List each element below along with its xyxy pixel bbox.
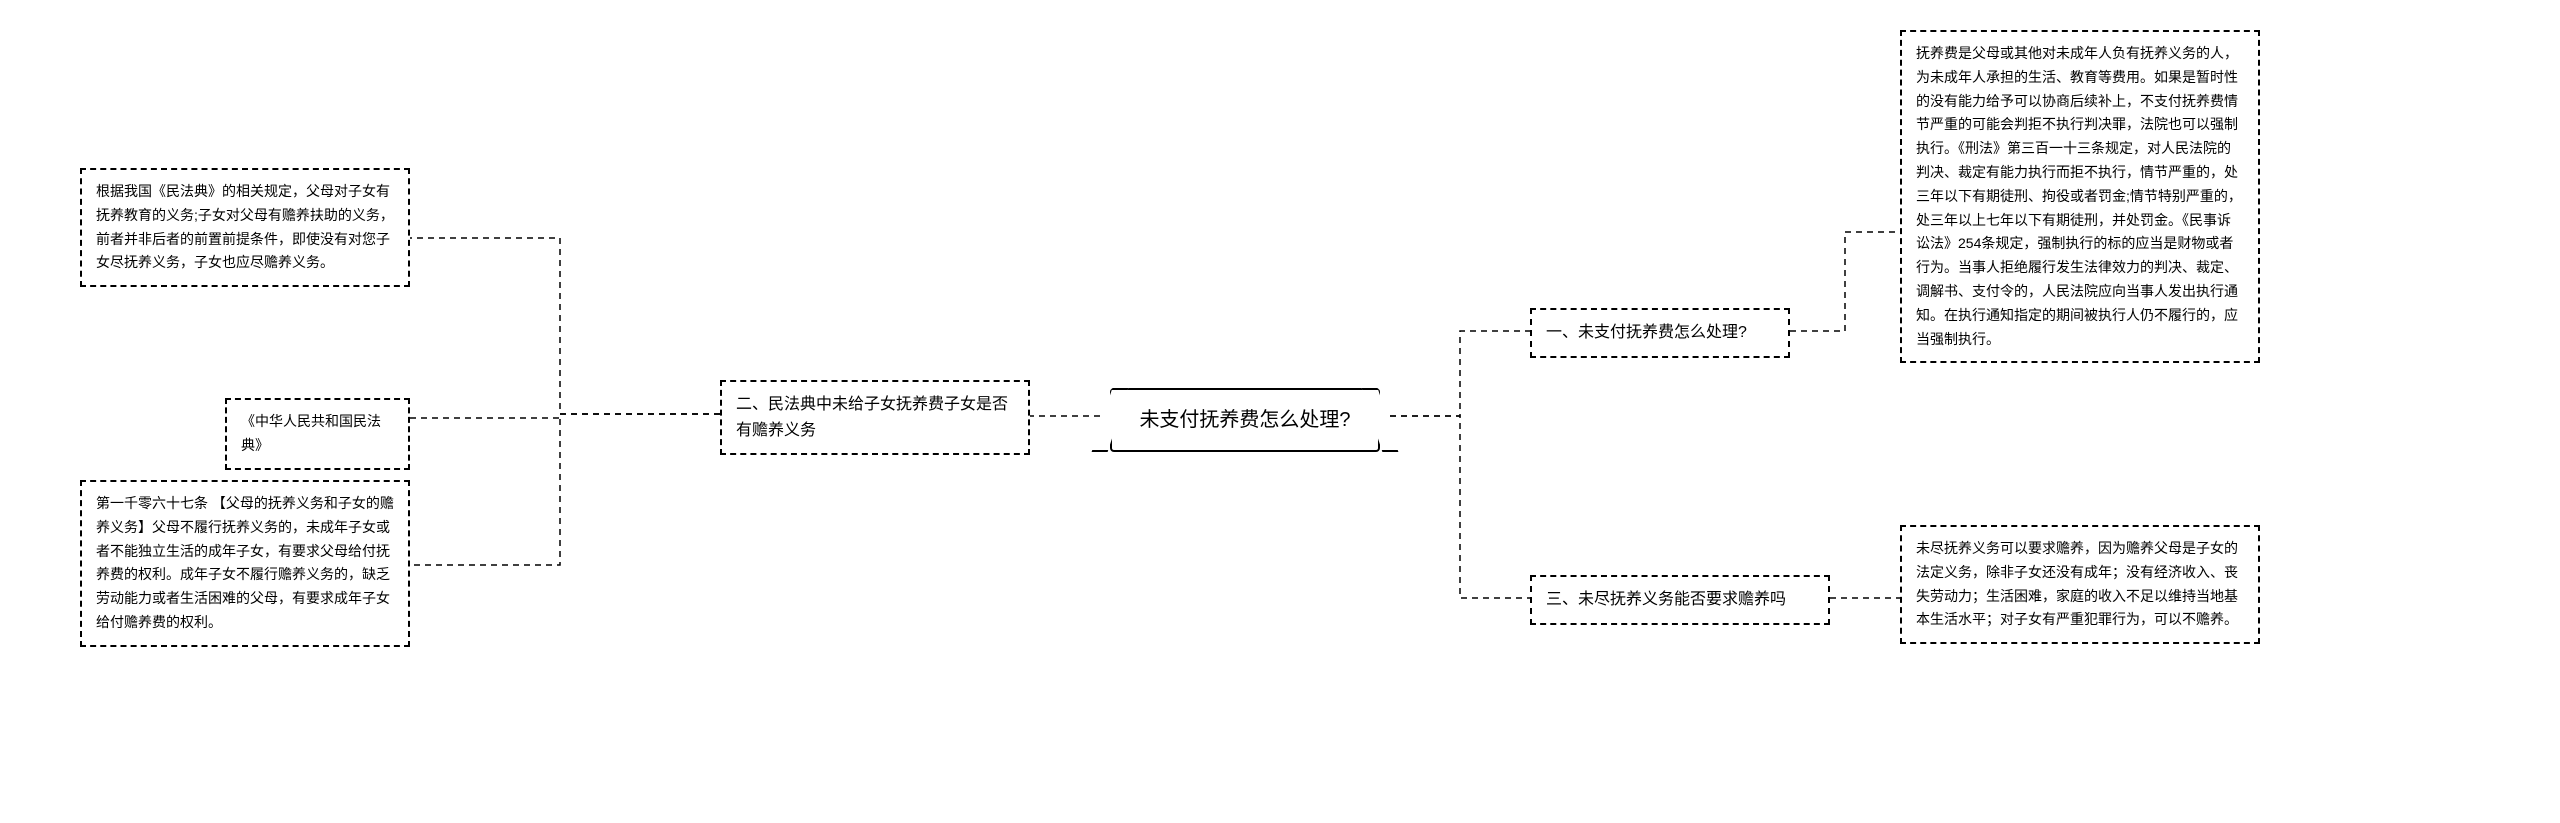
center-node: 未支付抚养费怎么处理?	[1110, 388, 1380, 452]
leaf-2-bottom: 第一千零六十七条 【父母的抚养义务和子女的赡养义务】父母不履行抚养义务的，未成年…	[80, 480, 410, 647]
center-text: 未支付抚养费怎么处理?	[1139, 409, 1350, 431]
branch-2: 二、民法典中未给子女抚养费子女是否有赡养义务	[720, 380, 1030, 455]
leaf-2-mid-text: 《中华人民共和国民法典》	[241, 413, 381, 453]
leaf-2-top-text: 根据我国《民法典》的相关规定，父母对子女有抚养教育的义务;子女对父母有赡养扶助的…	[96, 183, 394, 270]
leaf-1-text: 抚养费是父母或其他对未成年人负有抚养义务的人，为未成年人承担的生活、教育等费用。…	[1916, 45, 2242, 347]
branch-3: 三、未尽抚养义务能否要求赡养吗	[1530, 575, 1830, 625]
branch-2-title: 二、民法典中未给子女抚养费子女是否有赡养义务	[736, 396, 1008, 439]
leaf-2-top: 根据我国《民法典》的相关规定，父母对子女有抚养教育的义务;子女对父母有赡养扶助的…	[80, 168, 410, 287]
leaf-3-text: 未尽抚养义务可以要求赡养，因为赡养父母是子女的法定义务，除非子女还没有成年；没有…	[1916, 540, 2238, 627]
branch-3-title: 三、未尽抚养义务能否要求赡养吗	[1546, 591, 1786, 608]
leaf-1: 抚养费是父母或其他对未成年人负有抚养义务的人，为未成年人承担的生活、教育等费用。…	[1900, 30, 2260, 363]
leaf-3: 未尽抚养义务可以要求赡养，因为赡养父母是子女的法定义务，除非子女还没有成年；没有…	[1900, 525, 2260, 644]
branch-1-title: 一、未支付抚养费怎么处理?	[1546, 324, 1747, 341]
branch-1: 一、未支付抚养费怎么处理?	[1530, 308, 1790, 358]
leaf-2-bottom-text: 第一千零六十七条 【父母的抚养义务和子女的赡养义务】父母不履行抚养义务的，未成年…	[96, 495, 394, 630]
leaf-2-mid: 《中华人民共和国民法典》	[225, 398, 410, 470]
